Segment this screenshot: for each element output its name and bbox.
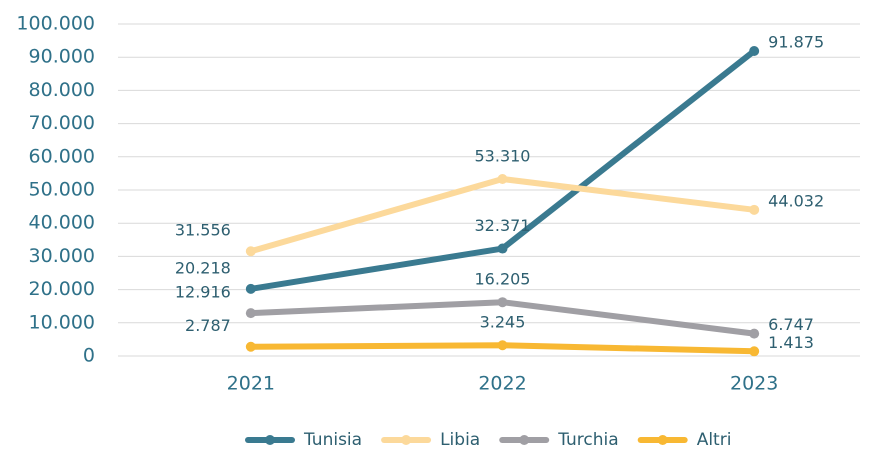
y-tick-label: 40.000 <box>29 212 95 234</box>
x-tick-label: 2021 <box>227 373 275 395</box>
data-label: 16.205 <box>475 270 531 289</box>
point <box>245 308 256 319</box>
data-label: 20.218 <box>175 258 231 277</box>
data-label: 44.032 <box>768 191 824 210</box>
point <box>749 45 760 56</box>
y-tick-label: 90.000 <box>29 46 95 68</box>
point <box>497 340 508 351</box>
legend-label: Altri <box>697 430 732 449</box>
data-label: 31.556 <box>175 221 231 240</box>
x-tick-label: 2023 <box>730 373 778 395</box>
data-label: 1.413 <box>768 333 814 352</box>
point <box>245 283 256 294</box>
point <box>245 341 256 352</box>
point <box>497 297 508 308</box>
point <box>749 328 760 339</box>
data-label: 53.310 <box>475 147 531 166</box>
data-label: 2.787 <box>185 316 231 335</box>
point <box>245 246 256 257</box>
legend-dot <box>657 435 668 445</box>
legend-label: Turchia <box>557 430 618 449</box>
y-tick-label: 10.000 <box>29 311 95 333</box>
y-tick-label: 20.000 <box>29 278 95 300</box>
data-label: 12.916 <box>175 283 231 302</box>
point <box>749 204 760 215</box>
point <box>497 243 508 254</box>
data-label: 32.371 <box>475 216 531 235</box>
point <box>497 174 508 185</box>
legend-label: Libia <box>440 430 480 449</box>
legend-dot <box>401 435 412 445</box>
y-tick-label: 100.000 <box>16 13 95 35</box>
y-tick-label: 80.000 <box>29 79 95 101</box>
data-label: 6.747 <box>768 315 814 334</box>
point <box>749 346 760 357</box>
y-tick-label: 60.000 <box>29 145 95 167</box>
y-tick-label: 50.000 <box>29 179 95 201</box>
data-label: 91.875 <box>768 32 824 51</box>
legend-label: Tunisia <box>303 430 362 449</box>
y-tick-label: 70.000 <box>29 112 95 134</box>
legend-dot <box>265 435 275 445</box>
data-label: 3.245 <box>480 313 526 332</box>
x-tick-label: 2022 <box>478 373 526 395</box>
y-tick-label: 30.000 <box>29 245 95 267</box>
legend-dot <box>519 435 530 445</box>
y-tick-label: 0 <box>83 345 95 367</box>
